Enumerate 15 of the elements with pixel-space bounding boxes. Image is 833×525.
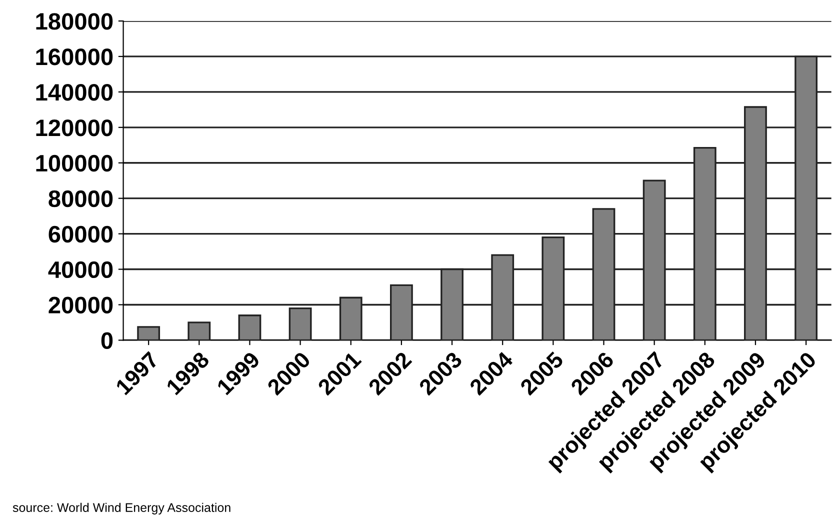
y-tick-label: 0: [101, 332, 113, 349]
y-tick-label: 40000: [48, 261, 113, 278]
y-tick-label: 140000: [36, 84, 113, 101]
y-tick-label: 60000: [48, 226, 113, 243]
source-note: source: World Wind Energy Association: [12, 502, 230, 514]
y-tick-label: 180000: [36, 13, 113, 30]
bar: [137, 326, 160, 340]
bar: [288, 307, 312, 340]
y-tick-label: 100000: [36, 154, 113, 172]
y-tick-label: 160000: [36, 48, 113, 66]
bar: [188, 322, 211, 340]
y-tick-label: 80000: [48, 190, 113, 208]
bar: [238, 314, 262, 340]
y-tick-label: 120000: [36, 119, 113, 136]
y-tick-label: 20000: [48, 296, 113, 314]
